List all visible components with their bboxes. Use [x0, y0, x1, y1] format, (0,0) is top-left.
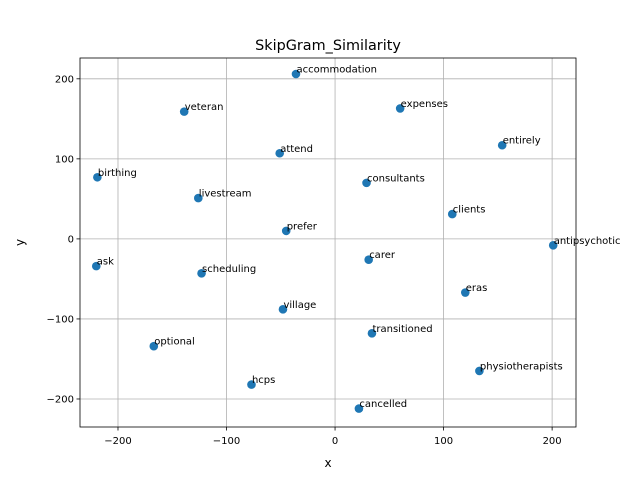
- data-point-carer: [364, 255, 374, 265]
- data-point-label: hcps: [252, 375, 275, 386]
- data-point-entirely: [497, 140, 507, 150]
- data-point-label: cancelled: [359, 399, 407, 410]
- axes-frame: [79, 57, 577, 428]
- data-point-label: entirely: [503, 136, 541, 147]
- y-tick-label: −200: [47, 395, 74, 406]
- data-point-ask: [91, 261, 101, 271]
- data-point-label: clients: [453, 205, 486, 216]
- point-labels: accommodation veteran expenses entirely atte…: [97, 65, 621, 411]
- x-tick-label: −200: [104, 436, 131, 447]
- y-axis-ticks: −200 −100 0 100 200: [47, 74, 80, 406]
- plot-area-background: [80, 58, 576, 427]
- y-tick-label: −100: [47, 315, 74, 326]
- data-point-accommodation: [291, 69, 301, 79]
- data-point-label: accommodation: [296, 65, 376, 76]
- data-point-label: village: [283, 300, 316, 311]
- data-point-label: birthing: [98, 168, 137, 179]
- data-point-scheduling: [197, 269, 206, 278]
- y-tick-label: 200: [55, 74, 74, 85]
- data-point-veteran: [179, 107, 189, 116]
- data-point-label: eras: [466, 283, 488, 294]
- data-point-expenses: [395, 104, 405, 113]
- data-point-label: physiotherapists: [480, 361, 563, 372]
- data-point-label: ask: [97, 257, 114, 268]
- y-axis-label: y: [13, 239, 27, 246]
- y-tick-label: 0: [68, 234, 74, 245]
- data-point-label: attend: [280, 144, 313, 155]
- data-point-label: carer: [369, 250, 396, 261]
- data-point-label: scheduling: [202, 264, 256, 275]
- data-point-prefer: [281, 226, 291, 236]
- data-point-cancelled: [354, 404, 364, 413]
- data-points: [91, 69, 558, 413]
- data-point-label: antipsychotic: [554, 236, 621, 247]
- y-tick-label: 100: [55, 154, 74, 165]
- data-point-eras: [460, 288, 470, 297]
- data-point-physiotherapists: [475, 366, 484, 376]
- x-axis-ticks: −200 −100 0 100 200: [104, 427, 562, 447]
- data-point-label: transitioned: [372, 324, 432, 335]
- x-tick-label: −100: [213, 436, 240, 447]
- data-point-transitioned: [367, 329, 377, 338]
- data-point-clients: [447, 209, 457, 219]
- data-point-antipsychotic: [548, 241, 558, 250]
- x-tick-label: 0: [332, 436, 338, 447]
- chart-title: SkipGram_Similarity: [255, 38, 401, 54]
- data-point-village: [278, 305, 288, 314]
- data-point-attend: [275, 148, 285, 158]
- data-point-optional: [149, 341, 159, 351]
- data-point-label: optional: [154, 337, 195, 348]
- data-point-label: livestream: [199, 189, 252, 200]
- data-point-label: consultants: [367, 173, 425, 184]
- x-axis-label: x: [324, 456, 331, 470]
- data-point-label: prefer: [287, 221, 318, 232]
- data-point-hcps: [247, 380, 256, 389]
- data-point-consultants: [362, 178, 371, 188]
- data-point-label: veteran: [185, 102, 224, 113]
- grid: [80, 58, 576, 427]
- x-tick-label: 100: [434, 436, 453, 447]
- x-tick-label: 200: [543, 436, 562, 447]
- data-point-birthing: [93, 172, 102, 182]
- data-point-livestream: [194, 193, 203, 203]
- data-point-label: expenses: [401, 99, 448, 110]
